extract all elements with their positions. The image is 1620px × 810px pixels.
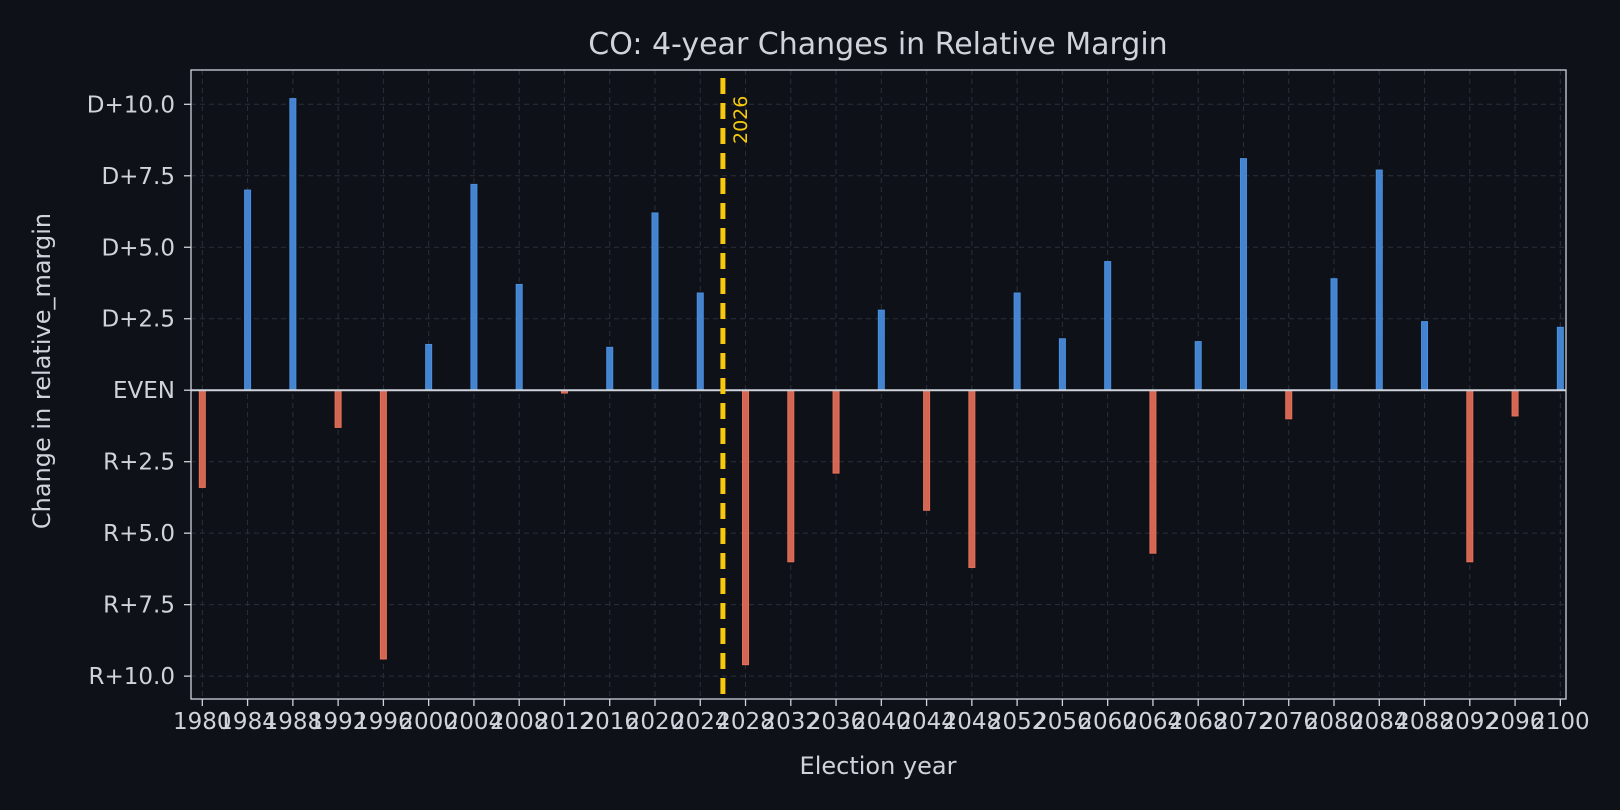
bar-1988	[289, 98, 297, 391]
bar-2072	[1239, 158, 1247, 391]
y-axis: D+10.0 D+7.5 D+5.0 D+2.5 EVEN R+2.5 R+5.0 R+7.5…	[87, 92, 191, 690]
x-tick-label: 2096	[1486, 709, 1545, 735]
x-tick-label: 2076	[1259, 709, 1318, 735]
bars-layer	[198, 98, 1564, 666]
y-tick-label: R+2.5	[103, 450, 175, 476]
bar-2036	[832, 389, 840, 474]
x-tick-label: 2056	[1033, 709, 1092, 735]
plot-frame	[190, 69, 1567, 700]
x-axis-title: Election year	[800, 752, 957, 780]
y-tick-label: D+10.0	[87, 92, 175, 118]
bar-2028	[742, 389, 750, 666]
x-tick-label: 2044	[897, 709, 956, 735]
bar-2064	[1149, 389, 1157, 554]
bar-1984	[244, 189, 252, 391]
y-tick-label: R+5.0	[103, 521, 175, 547]
x-tick-label: 1984	[218, 709, 277, 735]
y-axis-title: Change in relative_margin	[28, 213, 56, 529]
bar-1992	[334, 389, 342, 428]
x-tick-label: 1996	[354, 709, 413, 735]
bar-2016	[606, 346, 614, 391]
x-tick-label: 2032	[762, 709, 821, 735]
bar-2056	[1058, 338, 1066, 391]
x-tick-label: 2068	[1169, 709, 1228, 735]
bar-2080	[1330, 278, 1338, 391]
x-tick-label: 1992	[309, 709, 368, 735]
x-tick-label: 1980	[173, 709, 232, 735]
x-axis: 1980198419881992199620002004200820122016…	[173, 699, 1590, 735]
y-tick-label: D+7.5	[101, 164, 175, 190]
bar-2100	[1556, 326, 1564, 391]
bar-2008	[515, 283, 523, 391]
bar-2000	[425, 343, 433, 391]
bar-2024	[696, 292, 704, 391]
x-tick-label: 2008	[490, 709, 549, 735]
x-tick-label: 2020	[626, 709, 685, 735]
y-tick-label: R+10.0	[89, 664, 175, 690]
x-tick-label: 2012	[535, 709, 594, 735]
x-tick-label: 2000	[399, 709, 458, 735]
bar-2052	[1013, 292, 1021, 391]
x-tick-label: 2036	[807, 709, 866, 735]
x-tick-label: 2072	[1214, 709, 1273, 735]
x-tick-label: 2060	[1078, 709, 1137, 735]
y-tick-label: D+5.0	[101, 235, 175, 261]
x-tick-label: 2080	[1305, 709, 1364, 735]
x-tick-label: 2040	[852, 709, 911, 735]
bar-2004	[470, 183, 478, 391]
x-tick-label: 2084	[1350, 709, 1409, 735]
x-tick-label: 2016	[580, 709, 639, 735]
x-tick-label: 2024	[671, 709, 730, 735]
chart-title: CO: 4-year Changes in Relative Margin	[588, 27, 1167, 62]
bar-2096	[1511, 389, 1519, 417]
bar-2032	[787, 389, 795, 563]
x-tick-label: 1988	[264, 709, 323, 735]
x-tick-label: 2052	[988, 709, 1047, 735]
marker-label: 2026	[730, 96, 752, 144]
bar-1996	[379, 389, 387, 660]
x-tick-label: 2092	[1441, 709, 1500, 735]
y-tick-label: EVEN	[113, 378, 175, 404]
bar-2068	[1194, 341, 1202, 391]
bar-2088	[1421, 321, 1429, 391]
bar-1980	[198, 389, 206, 488]
x-tick-label: 2064	[1124, 709, 1183, 735]
x-tick-label: 2100	[1531, 709, 1590, 735]
x-tick-label: 2048	[943, 709, 1002, 735]
marker-layer: 2026	[720, 78, 752, 699]
bar-2044	[923, 389, 931, 511]
bar-2076	[1285, 389, 1293, 420]
x-tick-label: 2004	[445, 709, 504, 735]
y-tick-label: D+2.5	[101, 307, 175, 333]
x-tick-label: 2028	[716, 709, 775, 735]
bar-2092	[1466, 389, 1474, 563]
y-tick-label: R+7.5	[103, 593, 175, 619]
bar-2020	[651, 212, 659, 391]
bar-2040	[877, 309, 885, 391]
bar-2060	[1104, 261, 1112, 391]
bar-2048	[968, 389, 976, 568]
bar-2084	[1375, 169, 1383, 391]
x-tick-label: 2088	[1395, 709, 1454, 735]
